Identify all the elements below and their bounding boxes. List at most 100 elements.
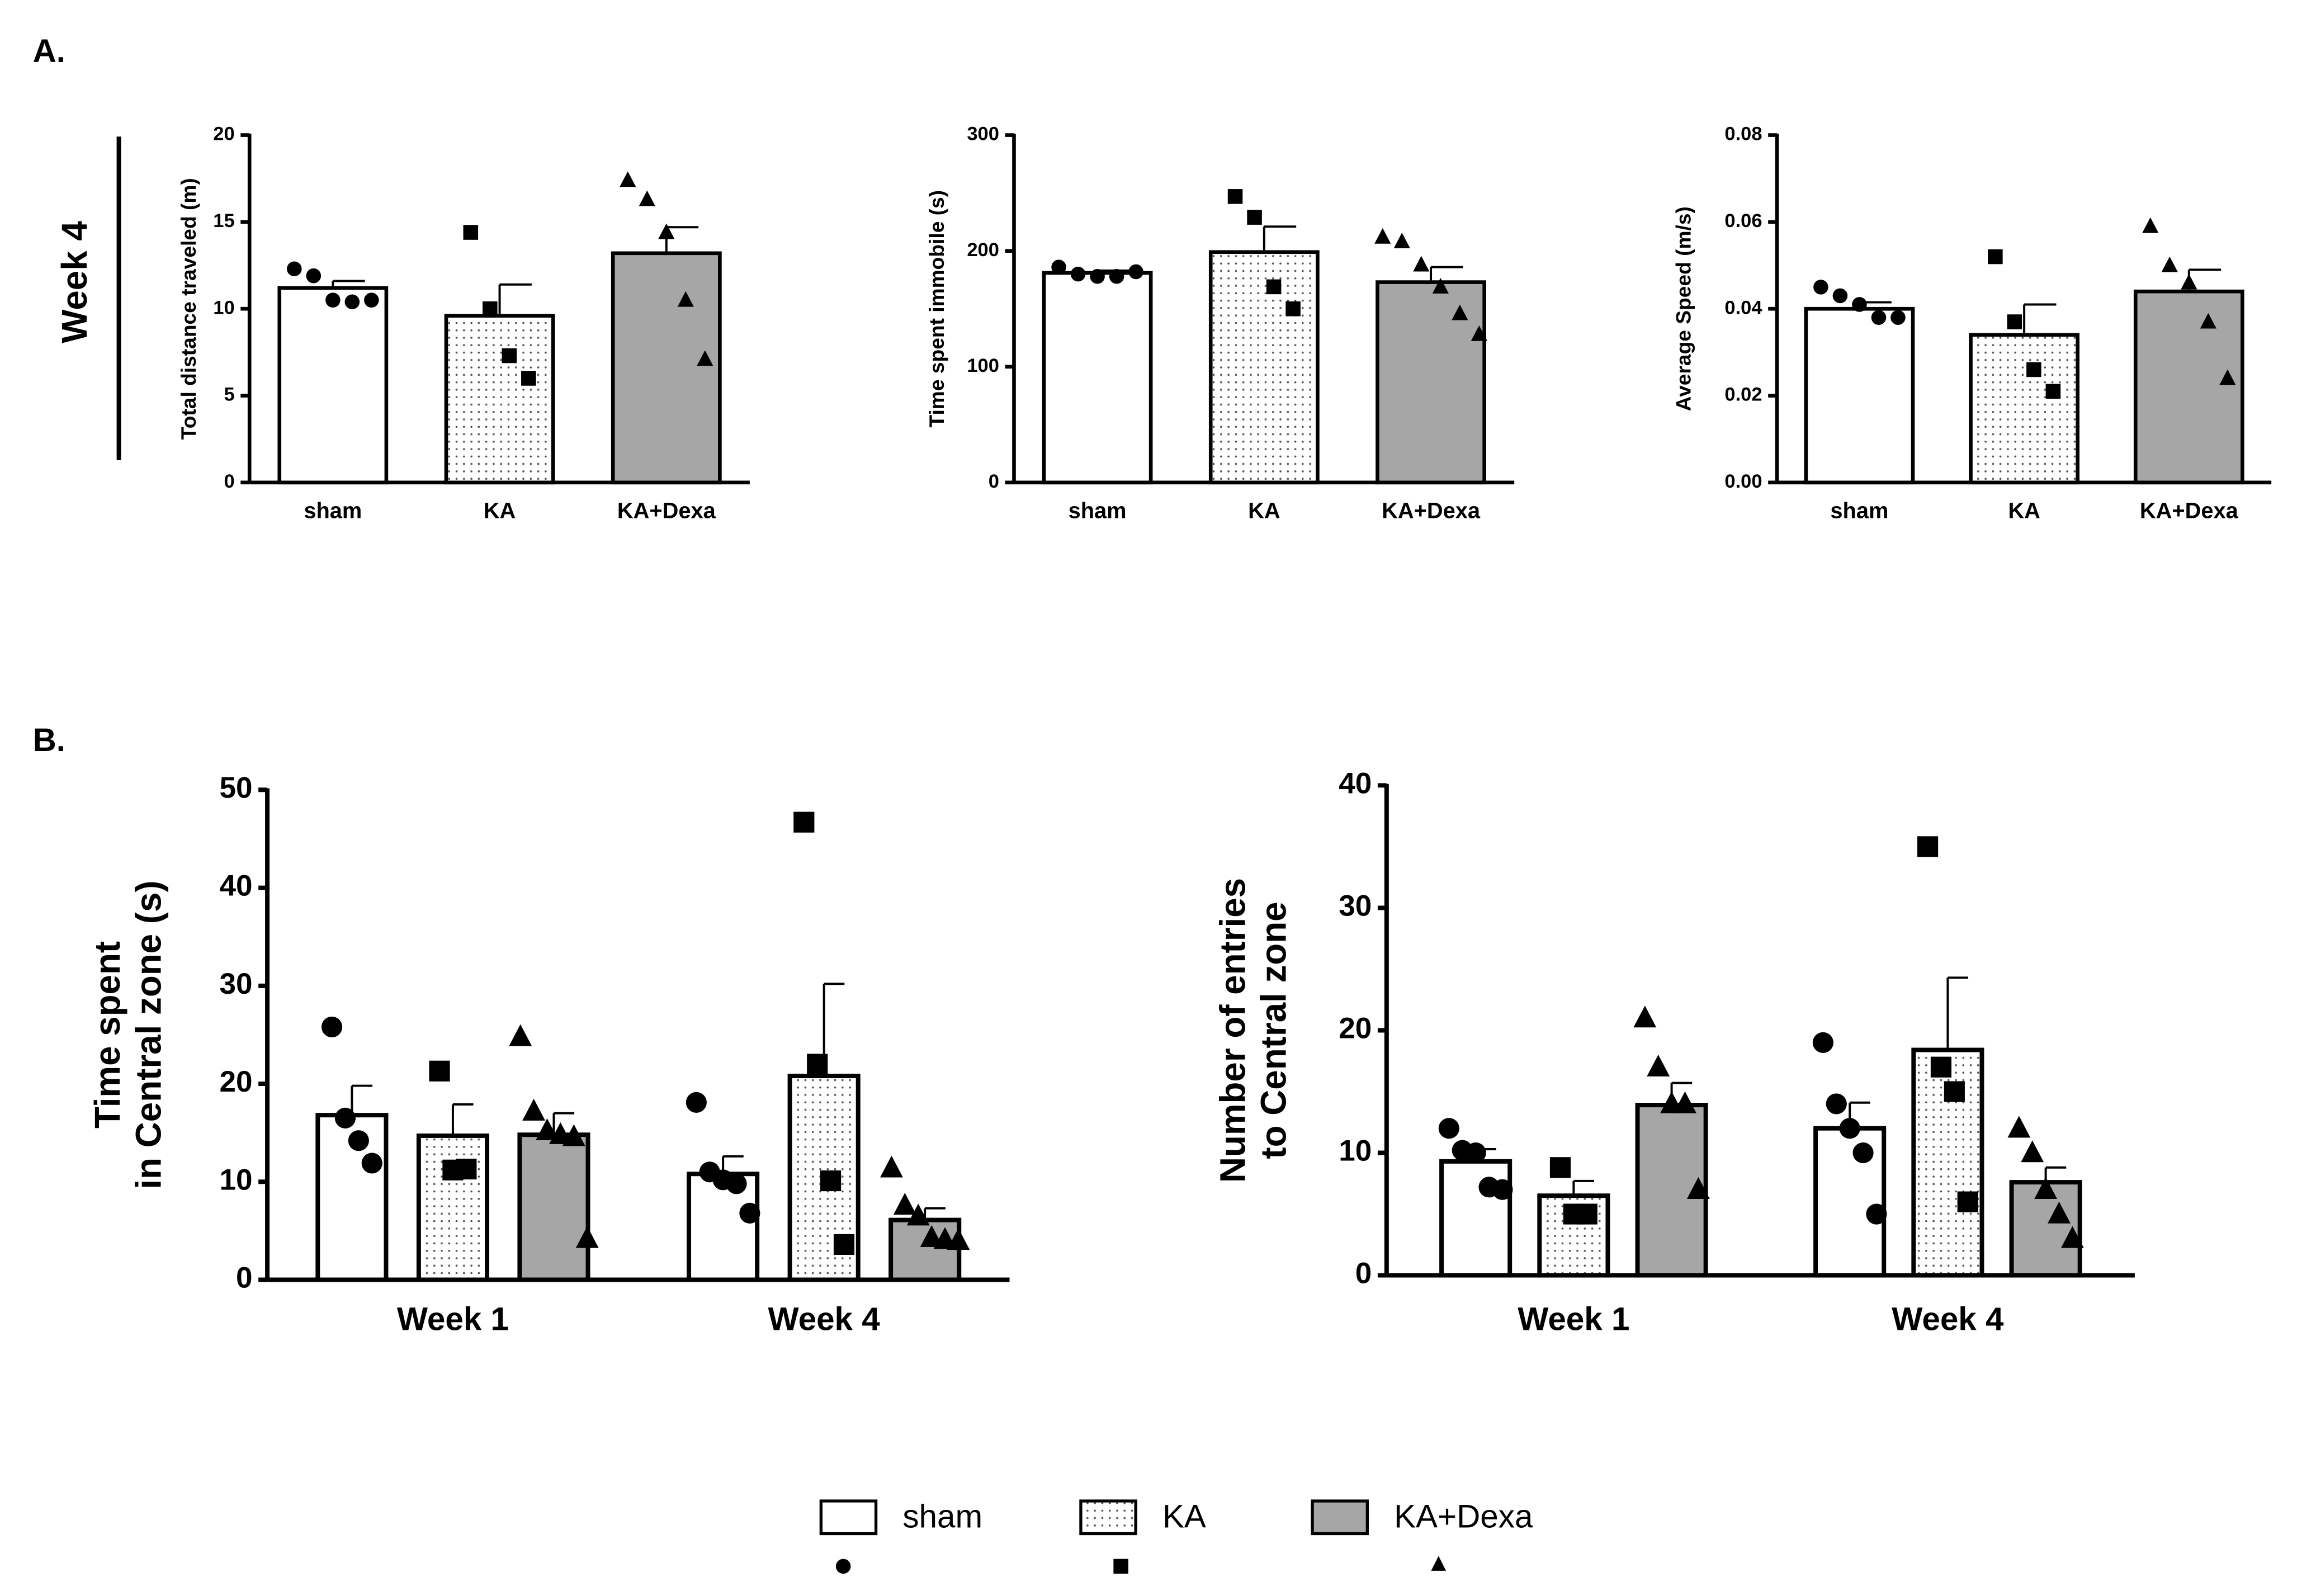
x-tick-label: KA+Dexa (1382, 498, 1481, 523)
y-tick-label: 0 (1355, 1257, 1372, 1290)
y-tick-label: 0 (989, 471, 999, 492)
data-point (1452, 304, 1468, 320)
data-point (658, 223, 675, 239)
y-tick-label: 200 (967, 239, 999, 261)
y-tick-label: 100 (967, 355, 999, 376)
data-point (2007, 1116, 2031, 1138)
data-point (429, 1060, 450, 1082)
data-point (906, 1203, 930, 1226)
x-tick-label: KA (1248, 498, 1280, 523)
y-tick-label: 20 (1339, 1012, 1372, 1045)
y-tick-label: 0.04 (1724, 297, 1762, 318)
x-tick-label: sham (1830, 498, 1888, 523)
y-axis-label: in Central zone (s) (128, 880, 168, 1189)
x-tick-label: Week 1 (397, 1301, 509, 1337)
data-point (2181, 273, 2197, 290)
data-point (1549, 1157, 1571, 1178)
bar (517, 1132, 590, 1282)
legend-marker (1431, 1556, 1447, 1571)
x-tick-label: sham (1069, 498, 1127, 523)
x-tick-label: Week 4 (768, 1301, 881, 1337)
data-point (2219, 369, 2236, 385)
bar (2133, 289, 2244, 485)
y-axis-label: Number of entries (1212, 878, 1252, 1183)
data-point (521, 371, 536, 386)
y-tick-label: 20 (219, 1065, 252, 1098)
y-tick-label: 0.08 (1724, 124, 1762, 145)
data-point (620, 171, 636, 187)
x-tick-label: Week 1 (1518, 1301, 1629, 1337)
data-point (1826, 1093, 1847, 1115)
data-point (920, 1225, 943, 1247)
data-point (1492, 1179, 1513, 1200)
bar (1969, 333, 2080, 485)
bar (687, 1172, 760, 1282)
data-point (1285, 301, 1301, 317)
y-tick-label: 40 (1339, 767, 1372, 800)
bar (611, 251, 722, 485)
data-point (697, 350, 713, 366)
data-point (2060, 1226, 2084, 1248)
data-point (1471, 325, 1487, 341)
data-point (2007, 314, 2022, 329)
legend-swatch (1079, 1499, 1137, 1536)
bar (1376, 280, 1486, 485)
y-tick-label: 10 (213, 297, 234, 318)
data-point (1432, 277, 1449, 294)
data-point (1839, 1118, 1860, 1139)
data-point (463, 225, 479, 240)
bar (444, 314, 555, 485)
data-point (1917, 836, 1939, 857)
data-point (1413, 256, 1430, 272)
data-point (2161, 256, 2178, 272)
y-tick-label: 10 (1339, 1135, 1372, 1168)
bar (1439, 1159, 1513, 1278)
data-point (739, 1202, 760, 1224)
row-label: Week 4 (54, 221, 94, 343)
legend-swatch (1311, 1499, 1369, 1536)
y-tick-label: 0 (236, 1262, 253, 1295)
data-point (536, 1118, 559, 1140)
bar (1042, 271, 1153, 485)
data-point (1957, 1191, 1978, 1212)
y-tick-label: 30 (219, 967, 252, 1000)
y-tick-label: 300 (967, 124, 999, 145)
panel-label: A. (33, 33, 65, 69)
data-point (2034, 1177, 2058, 1199)
bar (1813, 1126, 1887, 1278)
data-point (1988, 249, 2003, 265)
data-point (348, 1130, 369, 1151)
y-tick-label: 50 (219, 771, 252, 804)
y-axis-label: Average Speed (m/s) (1671, 206, 1695, 411)
data-point (287, 261, 302, 277)
y-tick-label: 10 (219, 1163, 252, 1196)
legend-marker (1113, 1559, 1128, 1574)
data-point (807, 1054, 828, 1075)
data-point (1890, 310, 1906, 325)
data-point (2021, 1140, 2044, 1163)
data-point (2200, 313, 2216, 329)
data-point (1686, 1177, 1710, 1199)
legend-label: sham (902, 1498, 982, 1534)
data-point (1647, 1054, 1670, 1076)
data-point (1247, 210, 1262, 225)
data-point (1109, 268, 1124, 284)
x-tick-label: KA (2008, 498, 2040, 523)
data-point (1812, 1032, 1833, 1053)
legend-label: KA (1162, 1498, 1206, 1534)
bar (1208, 250, 1320, 485)
data-point (321, 1016, 343, 1038)
y-axis-label: Total distance traveled (m) (177, 178, 200, 440)
y-tick-label: 40 (219, 870, 252, 903)
data-point (344, 294, 360, 310)
y-tick-label: 0.02 (1724, 384, 1762, 405)
data-point (2045, 384, 2061, 399)
data-point (1090, 268, 1105, 284)
data-point (677, 291, 694, 307)
data-point (522, 1098, 546, 1121)
data-point (325, 292, 341, 308)
data-point (1674, 1091, 1696, 1113)
data-point (483, 301, 498, 317)
data-point (1832, 288, 1848, 304)
